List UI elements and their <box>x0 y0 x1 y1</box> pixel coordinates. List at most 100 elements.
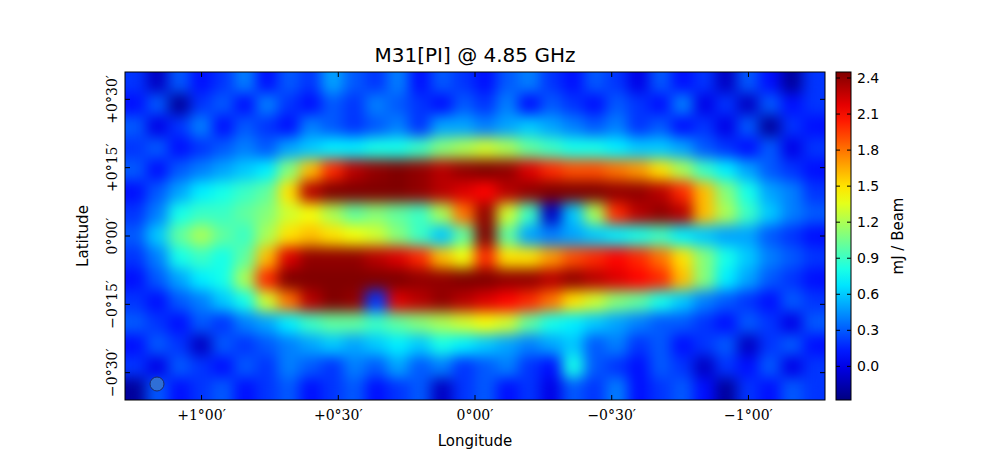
heat-cell <box>781 312 804 335</box>
heat-cell <box>781 115 804 138</box>
heat-cell <box>650 290 673 313</box>
heat-cell <box>125 137 147 160</box>
heat-cell <box>125 356 147 379</box>
heat-cell <box>190 334 213 357</box>
heat-cell <box>650 268 673 291</box>
heat-cell <box>256 72 279 94</box>
heat-cell <box>803 334 825 357</box>
heat-cell <box>628 334 651 357</box>
x-tick <box>338 72 339 77</box>
heat-cell <box>168 290 191 313</box>
heat-cell <box>300 72 323 94</box>
heat-cell <box>321 115 344 138</box>
heat-cell <box>321 93 344 116</box>
y-tick <box>125 372 130 373</box>
heat-cell <box>343 290 366 313</box>
heat-cell <box>584 378 607 400</box>
heat-cell <box>453 225 476 248</box>
heat-cell <box>190 312 213 335</box>
heat-cell <box>496 290 519 313</box>
heat-cell <box>212 268 235 291</box>
heat-cell <box>321 290 344 313</box>
heat-cell <box>300 159 323 182</box>
heat-cell <box>518 137 541 160</box>
heat-cell <box>234 93 257 116</box>
heat-cell <box>212 246 235 269</box>
heat-cell <box>431 378 454 400</box>
heat-cell <box>256 93 279 116</box>
heat-cell <box>190 203 213 226</box>
heat-cell <box>212 159 235 182</box>
heat-cell <box>300 137 323 160</box>
heat-cell <box>715 268 738 291</box>
colorbar-tick <box>836 330 840 331</box>
heat-cell <box>343 246 366 269</box>
heat-cell <box>606 312 629 335</box>
colorbar-tick-label: 2.1 <box>857 106 879 122</box>
heat-cell <box>125 72 147 94</box>
heat-cell <box>650 115 673 138</box>
heat-cell <box>475 268 498 291</box>
colorbar-tick <box>836 366 840 367</box>
heat-cell <box>321 268 344 291</box>
heat-cell <box>693 334 716 357</box>
heat-cell <box>212 312 235 335</box>
y-tick <box>820 99 825 100</box>
heat-cell <box>628 181 651 204</box>
heat-cell <box>540 312 563 335</box>
heat-cell <box>496 159 519 182</box>
heat-cell <box>453 181 476 204</box>
heat-cell <box>343 93 366 116</box>
heat-cell <box>387 246 410 269</box>
heat-cell <box>759 203 782 226</box>
heat-cell <box>278 181 301 204</box>
heat-cell <box>606 225 629 248</box>
heat-cell <box>759 181 782 204</box>
heat-cell <box>453 356 476 379</box>
heat-cell <box>693 137 716 160</box>
heat-cell <box>781 159 804 182</box>
heat-cell <box>737 137 760 160</box>
heat-cell <box>803 181 825 204</box>
colorbar-tick <box>847 222 851 223</box>
heat-cell <box>693 312 716 335</box>
heat-cell <box>628 203 651 226</box>
heat-cell <box>453 72 476 94</box>
heat-cell <box>125 225 147 248</box>
heat-cell <box>300 181 323 204</box>
heat-cell <box>693 115 716 138</box>
heat-cell <box>387 334 410 357</box>
heat-cell <box>300 356 323 379</box>
heat-cell <box>562 115 585 138</box>
heat-cell <box>737 312 760 335</box>
heat-cell <box>562 181 585 204</box>
heat-cell <box>737 203 760 226</box>
heat-cell <box>234 378 257 400</box>
heat-cell <box>409 290 432 313</box>
heat-cell <box>146 312 169 335</box>
heat-cell <box>343 378 366 400</box>
heat-cell <box>190 378 213 400</box>
heat-cell <box>365 72 388 94</box>
heat-cell <box>540 225 563 248</box>
heat-cell <box>715 203 738 226</box>
heat-cell <box>584 290 607 313</box>
heat-cell <box>409 268 432 291</box>
heat-cell <box>300 334 323 357</box>
heat-cell <box>737 72 760 94</box>
heat-cell <box>234 334 257 357</box>
heat-cell <box>387 72 410 94</box>
heat-cell <box>343 268 366 291</box>
heat-cell <box>518 159 541 182</box>
heat-cell <box>387 312 410 335</box>
x-tick <box>475 72 476 77</box>
heat-cell <box>562 334 585 357</box>
y-tick <box>820 372 825 373</box>
heat-cell <box>256 290 279 313</box>
heat-cell <box>781 93 804 116</box>
heat-cell <box>606 290 629 313</box>
beam <box>150 377 164 391</box>
heat-cell <box>650 225 673 248</box>
heat-cell <box>234 181 257 204</box>
heat-cell <box>781 203 804 226</box>
